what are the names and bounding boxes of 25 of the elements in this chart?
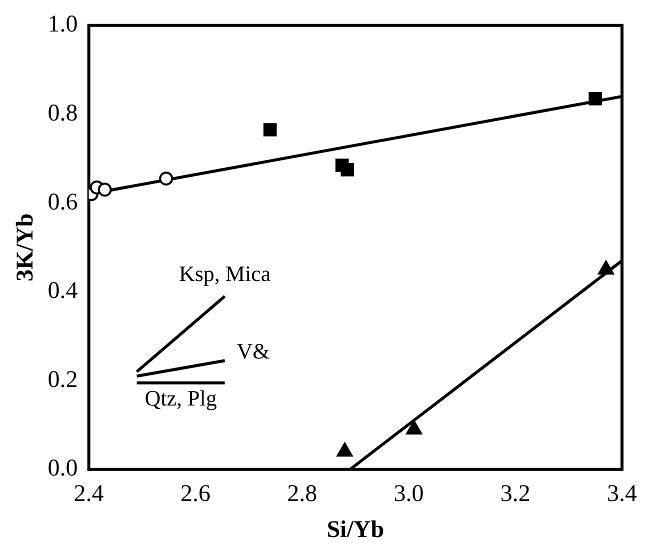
- y-tick-label: 0.6: [48, 189, 78, 216]
- point: [598, 260, 614, 275]
- series-label: Ksp, Mica: [178, 261, 271, 286]
- y-tick-label: 0.2: [48, 366, 78, 393]
- point: [588, 92, 602, 106]
- x-tick-label: 2.4: [74, 481, 104, 508]
- point: [336, 442, 353, 457]
- point: [263, 123, 277, 136]
- x-tick-label: 2.6: [180, 481, 210, 508]
- y-axis-title: 3K/Yb: [12, 213, 39, 282]
- point: [406, 420, 422, 434]
- y-tick-label: 1.0: [48, 12, 78, 38]
- x-tick-label: 3.4: [607, 481, 637, 508]
- x-axis-title: Si/Yb: [326, 516, 384, 543]
- x-tick-label: 3.0: [394, 481, 424, 508]
- point: [98, 182, 112, 197]
- series-label: V&: [236, 338, 270, 364]
- series-label: Qtz, Plg: [144, 386, 217, 411]
- y-tick-label: 0.8: [48, 100, 78, 126]
- point: [340, 163, 354, 176]
- x-tick-label: 3.2: [500, 481, 530, 508]
- point: [159, 172, 174, 186]
- x-tick-label: 2.8: [287, 481, 318, 508]
- y-tick-label: 0.0: [48, 456, 78, 482]
- y-tick-label: 0.4: [48, 278, 78, 304]
